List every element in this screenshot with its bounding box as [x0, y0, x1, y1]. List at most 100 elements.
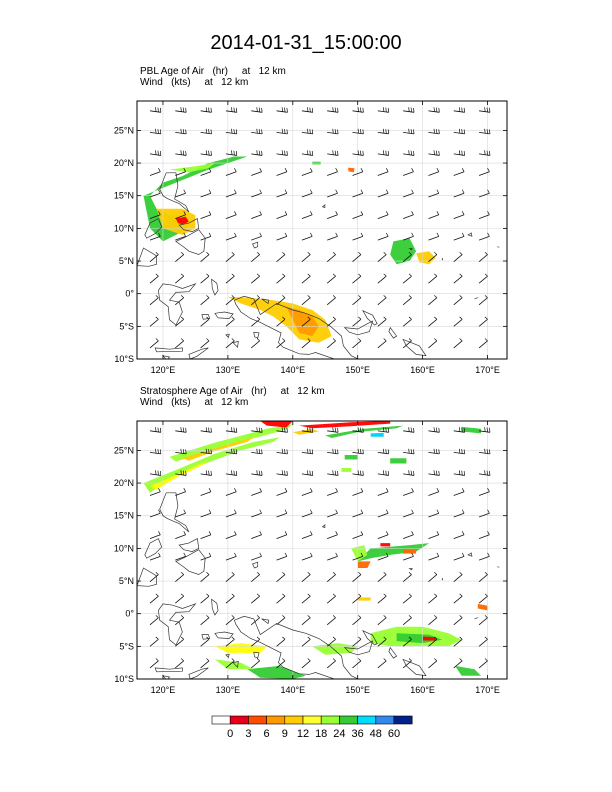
coastline — [464, 708, 469, 711]
colorbar-swatch — [266, 715, 286, 725]
wind-barb — [276, 615, 286, 626]
coastline — [321, 524, 326, 528]
wind-barb — [225, 168, 237, 176]
age-of-air-patch — [175, 216, 189, 225]
wind-barb — [225, 572, 235, 582]
wind-barb — [403, 470, 415, 476]
wind-barb — [175, 552, 186, 561]
age-of-air-patch — [357, 561, 371, 568]
map-frame — [136, 420, 508, 680]
wind-barb — [479, 128, 491, 135]
colorbar-label: 48 — [370, 728, 382, 740]
wind-barb — [200, 593, 210, 604]
wind-barb — [377, 128, 390, 135]
wind-barb — [200, 509, 212, 518]
wind-barb — [149, 150, 162, 156]
colorbar-swatch — [284, 715, 304, 725]
wind-barb — [377, 448, 390, 455]
longitude-tick-label: 120°E — [151, 685, 176, 695]
wind-barb — [402, 615, 412, 626]
coastline — [154, 347, 183, 353]
wind-barb — [453, 338, 463, 349]
wind-barb — [327, 232, 338, 241]
latitude-tick-label: 10°N — [114, 543, 134, 553]
age-of-air-patch — [370, 432, 384, 437]
age-of-air-patch — [455, 665, 481, 676]
wind-barb — [402, 593, 412, 604]
wind-barb — [428, 615, 438, 626]
wind-barb — [352, 232, 364, 241]
wind-barb — [377, 552, 389, 561]
age-of-air-patch — [396, 633, 443, 644]
wind-barb — [478, 572, 488, 582]
wind-barb — [200, 150, 212, 156]
wind-barb — [428, 593, 438, 604]
wind-barb — [478, 658, 488, 669]
wind-barb — [326, 273, 336, 284]
wind-barb — [149, 252, 159, 262]
coastline — [497, 566, 500, 568]
wind-barb — [478, 531, 490, 539]
wind-barb — [301, 488, 313, 496]
wind-barb — [352, 295, 362, 306]
wind-barb — [149, 273, 159, 284]
coastline — [402, 338, 427, 357]
wind-barb — [149, 232, 161, 241]
wind-barb — [377, 615, 387, 626]
wind-barb — [428, 232, 440, 241]
coastline — [225, 333, 230, 339]
age-of-air-patch — [150, 460, 209, 490]
wind-barb — [175, 615, 184, 626]
wind-barb — [200, 427, 212, 433]
wind-barb — [403, 150, 415, 156]
wind-barb — [453, 470, 466, 476]
map-frame — [136, 100, 508, 360]
coastline — [188, 667, 209, 679]
wind-barb — [327, 509, 338, 518]
wind-barb — [352, 338, 362, 349]
wind-barb — [225, 427, 238, 433]
wind-barb — [301, 168, 313, 176]
wind-barb — [225, 232, 237, 241]
wind-barb — [352, 552, 364, 561]
wind-barb — [301, 509, 313, 518]
wind-barb — [225, 593, 235, 604]
wind-barb — [276, 593, 286, 604]
map-body — [137, 421, 507, 711]
wind-barb — [175, 509, 186, 518]
wind-barb — [453, 636, 463, 647]
coastline — [159, 172, 190, 213]
wind-barb — [149, 488, 161, 496]
coastline — [253, 651, 260, 659]
wind-barb — [200, 252, 210, 262]
wind-barb — [276, 232, 288, 241]
wind-barb — [276, 252, 286, 262]
wind-barb — [225, 128, 238, 135]
coastline — [178, 538, 200, 552]
wind-barb — [200, 636, 210, 647]
wind-barb — [149, 572, 159, 582]
wind-barb — [301, 470, 314, 476]
wind-barb — [478, 338, 488, 349]
wind-barb — [301, 338, 311, 349]
wind-barb — [225, 252, 235, 262]
wind-barb — [428, 531, 440, 539]
wind-barb — [175, 636, 184, 647]
wind-barb — [352, 211, 364, 219]
wind-barb — [327, 128, 339, 135]
wind-barb — [301, 316, 311, 327]
coastline — [362, 629, 378, 646]
wind-barb — [377, 509, 389, 518]
wind-barb — [377, 107, 390, 113]
coastline — [388, 326, 398, 339]
wind-barb — [402, 295, 412, 306]
wind-barb — [250, 572, 260, 582]
wind-barb — [276, 636, 286, 647]
wind-barb — [453, 295, 463, 306]
wind-barb — [326, 338, 336, 349]
wind-barb — [149, 509, 161, 518]
wind-barb — [327, 448, 339, 455]
wind-barb — [175, 232, 186, 241]
wind-barb — [276, 531, 288, 539]
wind-barb — [352, 615, 362, 626]
